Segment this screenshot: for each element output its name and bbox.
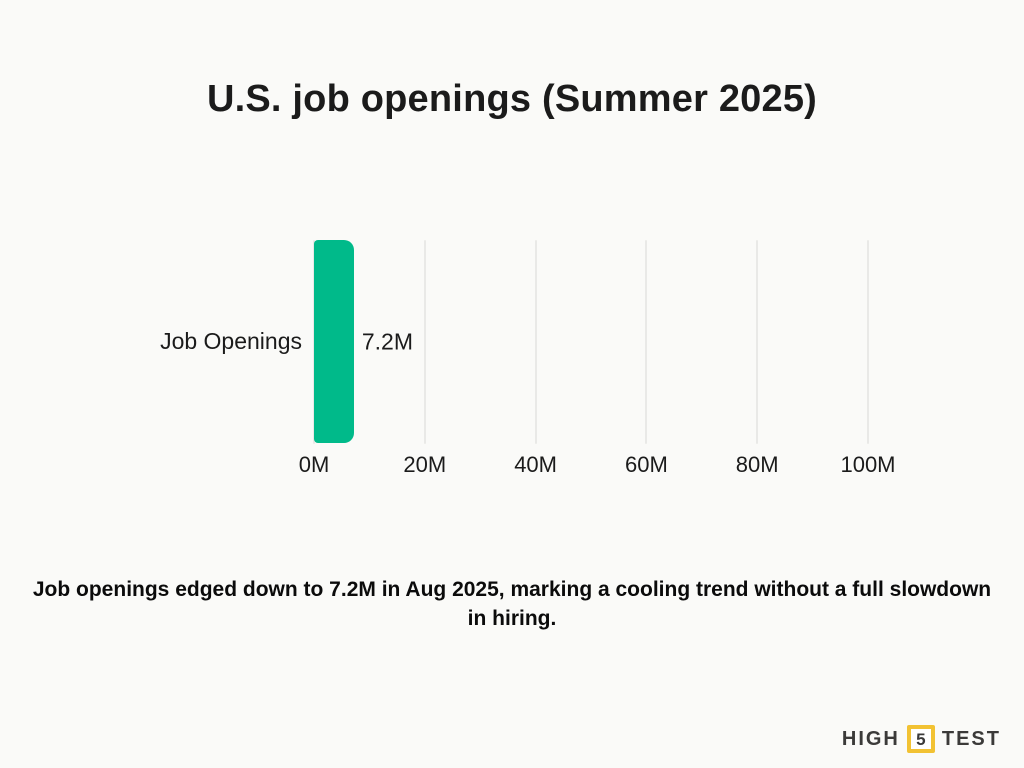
x-tick-label-80M: 80M [735,452,779,477]
logo-number-5: 5 [916,729,926,749]
gridline-20M [423,240,426,444]
x-tick-label-0M: 0M [298,452,330,477]
gridline-100M [867,240,869,444]
x-tick-label-60M: 60M [624,452,668,477]
x-tick-label-100M: 100M [840,452,896,477]
gridline-40M [534,240,537,444]
category-label-job-openings: Job Openings [160,328,302,354]
gridline-80M [756,240,759,444]
chart-caption: Job openings edged down to 7.2M in Aug 2… [32,578,992,630]
plot-area: 7.2M [313,240,869,444]
bar-value-label: 7.2M [361,328,414,355]
job-openings-bar [314,240,354,443]
gridline-60M [645,240,648,444]
high5test-logo: HIGH 5 TEST [842,725,1001,753]
x-tick-label-40M: 40M [514,452,557,477]
x-tick-label-20M: 20M [403,452,447,477]
logo-word-high: HIGH [841,727,900,750]
x-axis-tick-labels: 0M 20M 40M 60M 80M 100M [299,452,896,480]
logo-5-box-icon: 5 [906,725,935,753]
chart-title: U.S. job openings (Summer 2025) [206,78,818,120]
logo-word-test: TEST [941,727,1001,750]
